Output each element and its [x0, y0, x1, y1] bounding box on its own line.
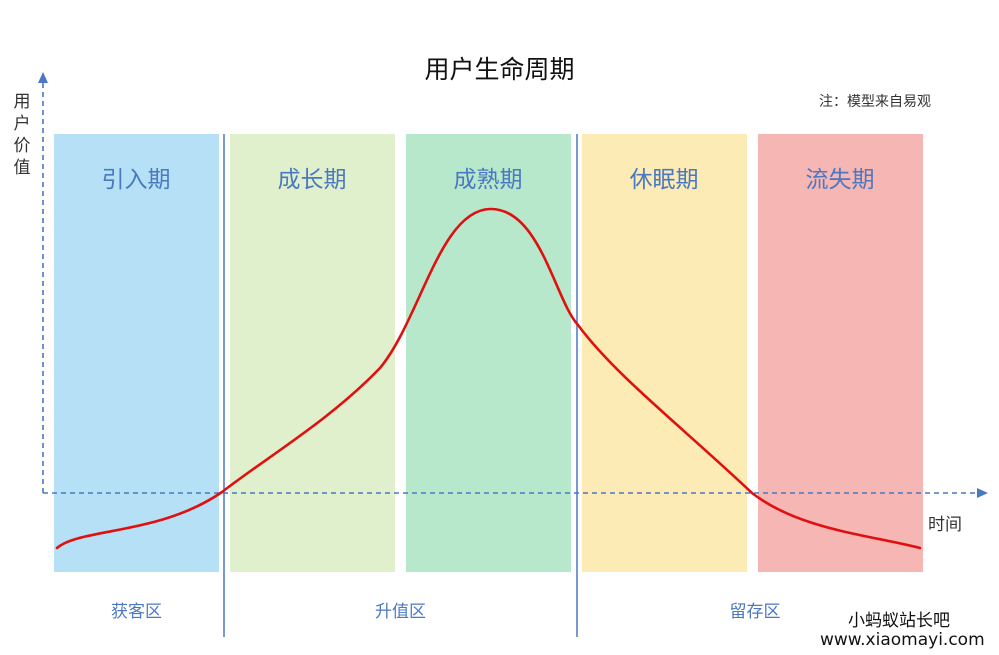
watermark-url: www.xiaomayi.com [820, 630, 985, 650]
watermark-name: 小蚂蚁站长吧 [848, 611, 950, 631]
zone-label-retain: 留存区 [729, 602, 781, 622]
stage-label-growth: 成长期 [277, 167, 347, 193]
zone-label-acquire: 获客区 [111, 602, 162, 622]
stage-label-mature: 成熟期 [453, 167, 523, 193]
stage-label-dormant: 休眠期 [629, 167, 699, 193]
stage-band-intro [54, 134, 219, 572]
y-axis-label: 用户价值 [13, 92, 31, 178]
stage-band-growth [230, 134, 395, 572]
stage-band-churn [758, 134, 923, 572]
diagram-title: 用户生命周期 [424, 55, 575, 84]
y-axis-arrow [38, 72, 48, 83]
stage-band-mature [406, 134, 571, 572]
stage-label-intro: 引入期 [101, 167, 171, 193]
zone-label-value: 升值区 [375, 602, 426, 622]
x-axis-label: 时间 [928, 515, 962, 535]
stage-label-churn: 流失期 [805, 167, 875, 193]
x-axis-arrow [977, 488, 988, 498]
value-curve [55, 207, 922, 550]
source-note: 注：模型来自易观 [819, 94, 931, 110]
stage-band-dormant [582, 134, 747, 572]
